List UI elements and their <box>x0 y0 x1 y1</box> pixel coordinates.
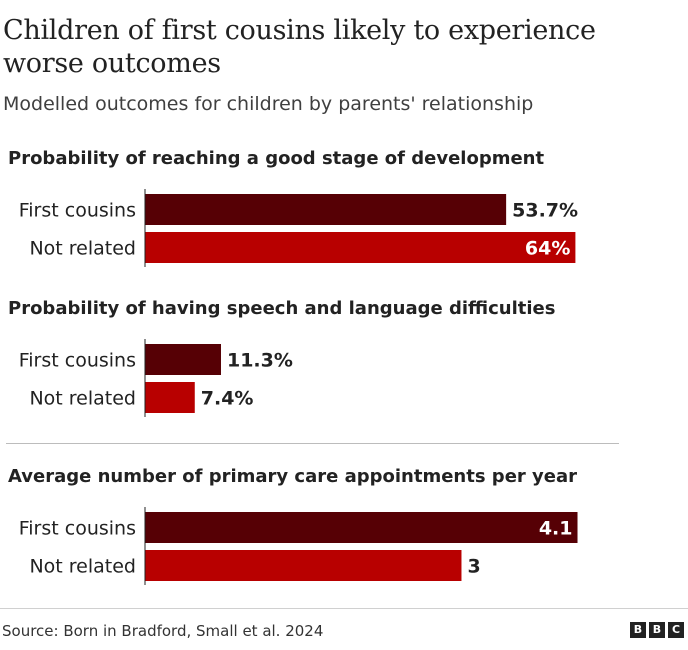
value-label: 4.1 <box>539 518 573 540</box>
bar <box>145 550 462 581</box>
logo-letter: C <box>668 622 684 638</box>
panel-title-speech: Probability of having speech and languag… <box>8 298 556 319</box>
logo-letter: B <box>649 622 665 638</box>
category-label: Not related <box>29 238 136 260</box>
value-label: 11.3% <box>227 350 293 372</box>
bbc-logo: B B C <box>630 622 684 638</box>
bar <box>145 194 507 225</box>
bar <box>145 344 221 375</box>
value-label: 3 <box>467 556 480 578</box>
panel-title-development: Probability of reaching a good stage of … <box>8 148 545 169</box>
value-label: 53.7% <box>512 200 578 222</box>
category-label: First cousins <box>19 350 136 372</box>
value-label: 64% <box>525 238 570 260</box>
section-divider <box>6 443 619 444</box>
category-label: Not related <box>29 556 136 578</box>
chart-appointments: First cousins 4.1 Not related 3 <box>19 507 578 585</box>
category-label: First cousins <box>19 518 136 540</box>
bar <box>145 232 576 263</box>
category-label: First cousins <box>19 200 136 222</box>
chart-subtitle: Modelled outcomes for children by parent… <box>3 93 534 115</box>
footer-divider <box>0 608 688 609</box>
panel-title-appointments: Average number of primary care appointme… <box>8 466 578 487</box>
logo-letter: B <box>630 622 646 638</box>
category-label: Not related <box>29 388 136 410</box>
value-label: 7.4% <box>201 388 254 410</box>
chart-speech: First cousins 11.3% Not related 7.4% <box>19 339 293 417</box>
chart-title: Children of first cousins likely to expe… <box>3 15 596 79</box>
source-note: Source: Born in Bradford, Small et al. 2… <box>2 622 324 640</box>
bar <box>145 512 578 543</box>
bar <box>145 382 195 413</box>
chart-development: First cousins 53.7% Not related 64% <box>19 189 578 267</box>
